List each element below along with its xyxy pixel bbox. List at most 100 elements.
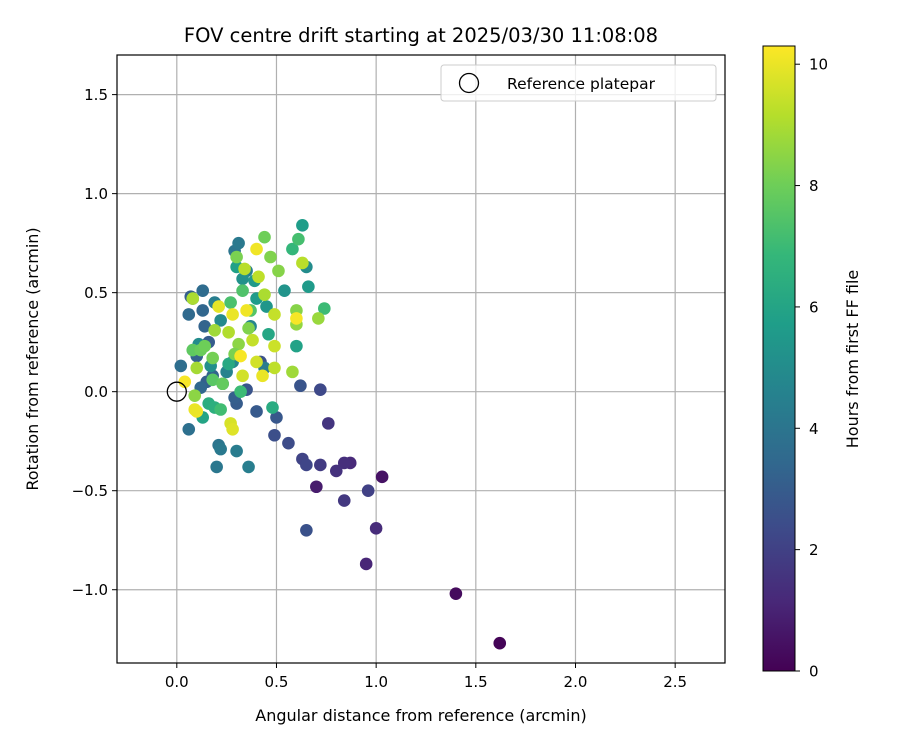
data-point [188,389,202,402]
x-axis-title: Angular distance from reference (arcmin) [255,706,586,725]
data-point [256,369,269,383]
data-point [272,264,285,278]
grid-lines [117,55,725,663]
data-point [206,351,219,365]
data-point [190,361,204,375]
colorbar-tick-label: 0 [809,663,819,681]
colorbar-ticks: 0 2 4 6 8 10 [795,56,828,681]
data-point [222,325,235,339]
x-tick-label: 2.0 [564,673,588,691]
data-point [236,272,249,286]
chart-title: FOV centre drift starting at 2025/03/30 … [184,24,658,47]
data-point [214,403,227,416]
data-point [329,464,343,478]
data-point [337,456,351,470]
data-point [182,423,196,436]
reference-platepar-marker [166,381,187,402]
data-point [449,587,463,600]
data-points [174,219,507,650]
data-point [282,436,295,450]
data-point [250,242,263,256]
data-point [322,417,335,430]
y-axis-ticks: −1.0 −0.5 0.0 0.5 1.0 1.5 [72,86,117,599]
colorbar-tick-label: 8 [809,177,819,195]
data-point [300,524,313,537]
y-tick-label: −0.5 [72,482,108,500]
reference-marker-layer [166,381,187,402]
colorbar-title: Hours from first FF file [843,270,862,449]
data-point [318,302,331,315]
data-point [286,365,299,379]
data-point [188,403,202,416]
data-point [234,349,247,363]
y-tick-label: 0.5 [84,284,108,302]
plot-frame [116,54,726,664]
data-point [230,444,243,458]
data-point [250,355,263,369]
data-point [236,369,249,383]
data-point [268,428,281,442]
data-point [210,460,223,474]
data-point [369,522,383,535]
data-point [198,339,212,353]
legend-box [440,64,717,102]
data-point [270,411,283,424]
data-point [208,323,221,337]
data-point [214,442,227,456]
data-point [292,232,305,246]
x-tick-label: 1.5 [464,673,488,691]
data-point [258,288,271,301]
data-point [250,405,263,418]
data-point [232,236,245,250]
data-point [290,339,303,353]
data-point [198,320,212,333]
data-point [196,304,210,317]
colorbar [762,45,796,672]
data-point [232,337,245,351]
data-point [182,308,196,321]
data-point [238,262,251,276]
legend: Reference platepar [440,64,717,102]
y-tick-label: 1.0 [84,185,108,203]
data-point [206,373,219,387]
data-point [240,304,253,317]
y-axis-title: Rotation from reference (arcmin) [23,227,42,490]
data-point [174,359,188,373]
data-point [216,377,229,391]
data-point [300,458,313,472]
colorbar-tick-label: 6 [809,298,819,316]
data-point [246,333,259,347]
x-tick-label: 1.0 [364,673,388,691]
data-point [212,300,225,313]
data-point [186,292,200,305]
data-point [493,636,507,650]
data-point [224,296,237,309]
y-tick-label: 1.5 [84,86,108,104]
y-tick-label: −1.0 [72,581,108,599]
x-tick-label: 0.5 [265,673,289,691]
data-point [230,250,243,264]
data-point [294,379,307,393]
colorbar-tick-label: 10 [809,56,828,74]
data-point [196,284,210,297]
data-point [268,339,281,353]
data-point [268,308,281,321]
data-point [302,280,315,294]
data-point [278,284,291,297]
y-tick-label: 0.0 [84,383,108,401]
legend-label: Reference platepar [507,75,656,93]
data-point [286,242,299,256]
colorbar-tick-label: 4 [809,420,819,438]
data-point [226,423,239,436]
data-point [314,383,327,396]
data-point [290,312,303,325]
data-point [337,494,351,507]
legend-marker-icon [458,72,480,94]
data-point [252,270,265,284]
data-point [242,322,255,335]
colorbar-tick-label: 2 [809,541,819,559]
data-point [258,230,271,244]
x-tick-label: 2.5 [663,673,687,691]
